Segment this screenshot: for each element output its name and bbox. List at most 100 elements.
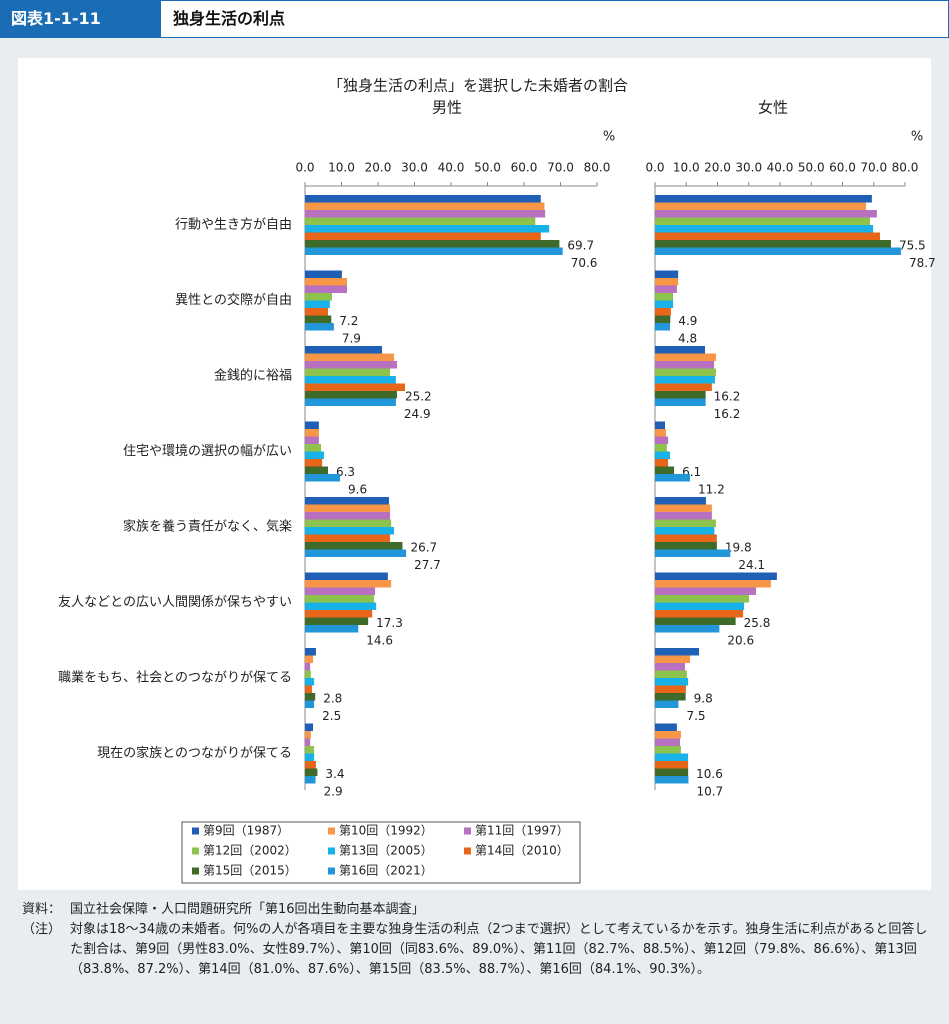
x-tick-label: 10.0 [328, 161, 355, 175]
header: 図表1-1-11 独身生活の利点 [0, 0, 949, 38]
bar [305, 353, 395, 361]
legend-label: 第13回（2005） [339, 844, 433, 858]
bar [655, 451, 670, 459]
data-label: 16.2 [714, 389, 741, 403]
data-label: 2.9 [324, 784, 343, 798]
note: （注） 対象は18～34歳の未婚者。何%の人が各項目を主要な独身生活の利点（2つま… [22, 920, 932, 980]
x-tick-label: 60.0 [829, 161, 856, 175]
panel-title: 女性 [758, 99, 788, 117]
bar [305, 549, 407, 557]
bar [655, 361, 715, 369]
bar [305, 693, 316, 701]
data-label: 4.8 [678, 331, 697, 345]
bar [305, 610, 373, 618]
bar [305, 315, 332, 323]
bar [305, 459, 323, 467]
figure-title: 独身生活の利点 [173, 9, 286, 28]
bar [305, 504, 391, 512]
legend-swatch [328, 827, 335, 835]
bar [655, 391, 706, 399]
bar [305, 753, 315, 761]
bar [305, 323, 334, 331]
data-label: 4.9 [678, 314, 697, 328]
bar [655, 761, 689, 769]
bar [655, 497, 706, 505]
bar [655, 753, 689, 761]
unit-label: % [911, 130, 923, 145]
x-tick-label: 40.0 [438, 161, 465, 175]
bar [655, 278, 679, 286]
bar [655, 746, 681, 754]
bar [305, 648, 316, 656]
bar [305, 587, 376, 595]
data-label: 6.3 [336, 465, 355, 479]
data-label: 16.2 [714, 407, 741, 421]
bar [655, 549, 731, 557]
bar [655, 617, 736, 625]
bar [305, 421, 319, 429]
chart-title: 「独身生活の利点」を選択した未婚者の割合 [328, 77, 628, 95]
x-tick-label: 40.0 [767, 161, 794, 175]
bar [305, 300, 330, 308]
bar [305, 663, 311, 671]
bar [655, 602, 745, 610]
legend-box [181, 821, 581, 884]
bar [305, 776, 316, 784]
data-label: 9.6 [348, 482, 367, 496]
data-label: 24.1 [738, 558, 765, 572]
bar [305, 195, 541, 203]
data-label: 14.6 [366, 633, 393, 647]
bar [655, 519, 716, 527]
data-label: 11.2 [698, 482, 725, 496]
data-label: 17.3 [376, 616, 403, 630]
bar [305, 474, 341, 482]
bar [655, 776, 689, 784]
bar [305, 700, 315, 708]
bar [655, 376, 715, 384]
bar [655, 670, 687, 678]
x-tick-label: 10.0 [673, 161, 700, 175]
bar [655, 610, 744, 618]
data-label: 75.5 [899, 238, 926, 252]
bar [305, 761, 316, 769]
legend-swatch [192, 827, 199, 835]
x-tick-label: 80.0 [892, 161, 919, 175]
bar [305, 368, 391, 376]
bar [305, 497, 389, 505]
bar [655, 625, 720, 633]
bar [305, 466, 328, 474]
bar [655, 217, 870, 225]
data-label: 3.4 [325, 767, 344, 781]
bar [655, 323, 670, 331]
legend-swatch [192, 867, 199, 875]
bar [305, 655, 314, 663]
data-label: 2.8 [323, 691, 342, 705]
bar [305, 534, 391, 542]
bar [655, 542, 717, 550]
legend-label: 第14回（2010） [475, 844, 569, 858]
bar [655, 466, 675, 474]
legend-label: 第9回（1987） [203, 824, 289, 838]
bar [305, 580, 392, 588]
bar [655, 202, 866, 210]
legend-swatch [328, 867, 335, 875]
bar [305, 595, 374, 603]
bar [655, 293, 674, 301]
bar [655, 587, 756, 595]
bar [305, 346, 383, 354]
bar [305, 436, 319, 444]
bar [305, 512, 391, 520]
bar [305, 308, 328, 316]
data-label: 7.5 [686, 709, 705, 723]
bar [655, 383, 712, 391]
bar [305, 398, 396, 406]
bar [305, 240, 560, 248]
bar [305, 247, 563, 255]
x-tick-label: 30.0 [401, 161, 428, 175]
bar [305, 768, 318, 776]
bar [655, 232, 880, 240]
bar [655, 512, 712, 520]
x-tick-label: 20.0 [365, 161, 392, 175]
bar [655, 700, 679, 708]
bar [655, 580, 771, 588]
